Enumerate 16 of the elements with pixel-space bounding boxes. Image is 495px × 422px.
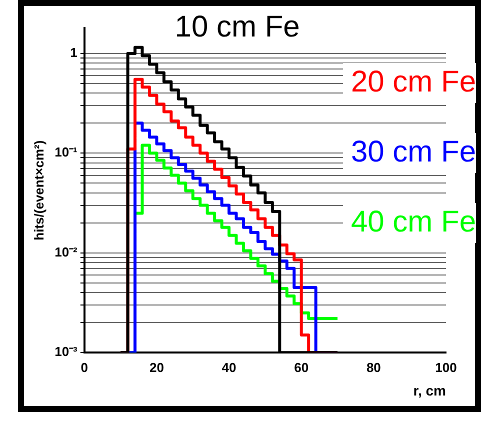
x-tick-label: 100 [435, 360, 457, 375]
y-axis-title: hits/(event×cm²) [31, 140, 46, 240]
y-tick-label: 10⁻³ [54, 344, 78, 360]
x-tick-label: 40 [222, 360, 236, 375]
y-tick-label: 1 [70, 45, 78, 60]
x-axis-title: r, cm [413, 382, 446, 398]
text: 30 cm Fe [350, 135, 476, 168]
y-tick-label: 10⁻¹ [54, 144, 78, 160]
x-tick-label: 0 [80, 360, 88, 375]
x-tick-label: 80 [366, 360, 381, 375]
x-tick-label: 20 [149, 360, 164, 375]
text: 40 cm Fe [350, 205, 476, 238]
x-tick-label: 60 [294, 360, 309, 375]
series-label: 10 cm Fe [174, 10, 300, 44]
text: 20 cm Fe [350, 65, 476, 98]
y-tick-label: 10⁻² [54, 244, 78, 260]
